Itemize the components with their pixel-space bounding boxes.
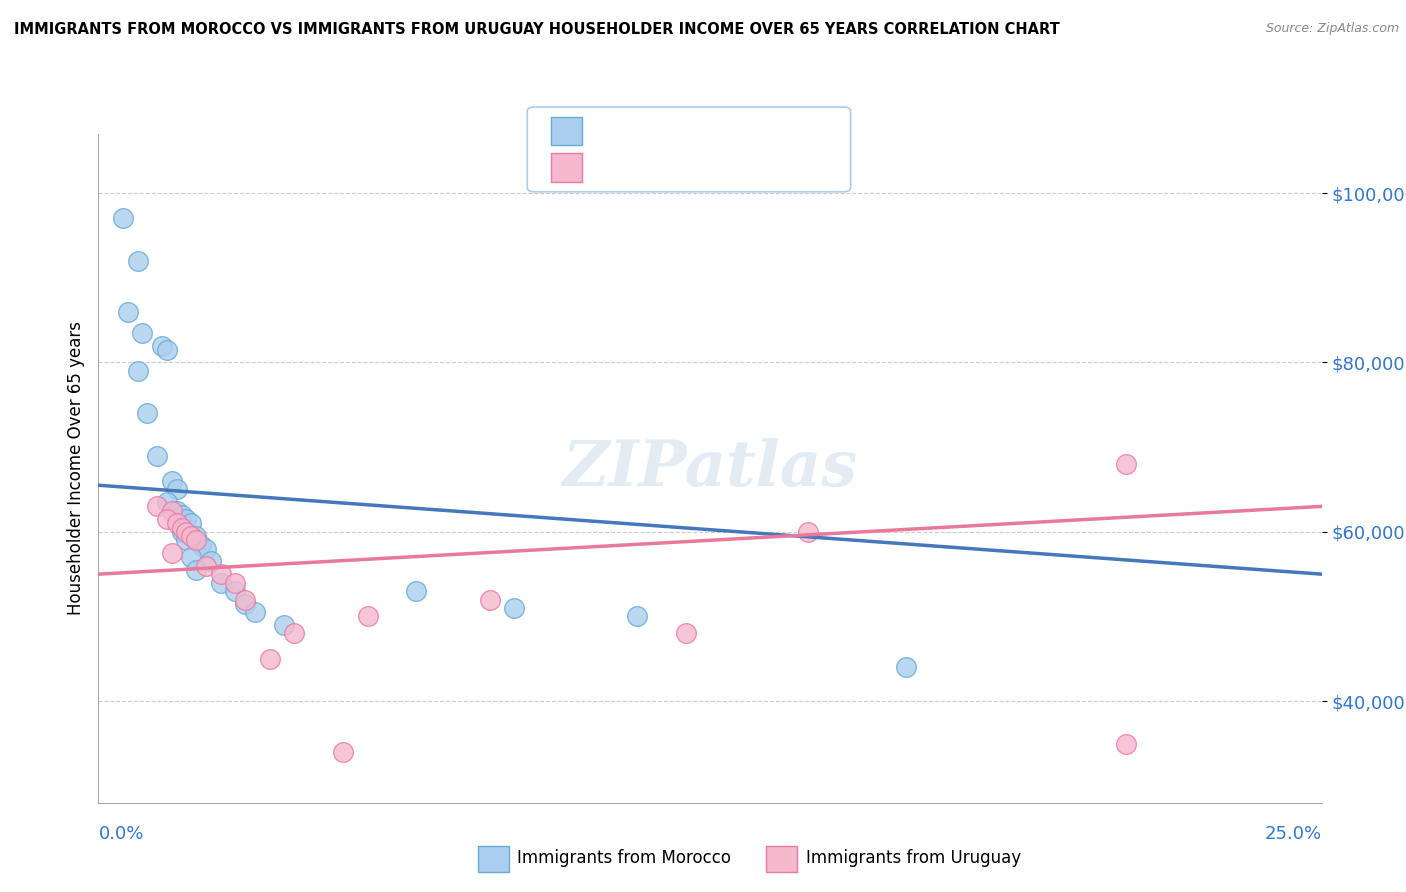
Point: [170, 524, 193, 539]
Point: [186, 533, 208, 548]
Point: [131, 326, 153, 340]
Point: [233, 597, 256, 611]
Point: [195, 558, 218, 573]
Point: [170, 508, 193, 522]
Text: N =: N =: [692, 122, 728, 140]
Text: Immigrants from Morocco: Immigrants from Morocco: [517, 849, 731, 867]
Point: [111, 211, 134, 226]
Point: [136, 406, 159, 420]
Point: [176, 533, 198, 548]
Text: N =: N =: [692, 159, 728, 177]
Point: [243, 605, 266, 619]
Point: [180, 516, 202, 531]
Point: [405, 584, 427, 599]
Point: [160, 546, 183, 560]
Text: 33: 33: [728, 122, 752, 140]
Point: [224, 575, 246, 590]
Point: [675, 626, 697, 640]
Point: [209, 575, 232, 590]
Point: [156, 495, 179, 509]
Point: [176, 524, 198, 539]
Text: Source: ZipAtlas.com: Source: ZipAtlas.com: [1265, 22, 1399, 36]
Point: [166, 503, 188, 517]
Point: [150, 338, 173, 352]
Point: [503, 601, 526, 615]
Text: 0.0%: 0.0%: [98, 825, 143, 843]
Y-axis label: Householder Income Over 65 years: Householder Income Over 65 years: [66, 321, 84, 615]
Text: 16: 16: [728, 159, 751, 177]
Point: [224, 584, 246, 599]
Point: [356, 609, 378, 624]
Point: [117, 304, 139, 318]
Text: IMMIGRANTS FROM MOROCCO VS IMMIGRANTS FROM URUGUAY HOUSEHOLDER INCOME OVER 65 YE: IMMIGRANTS FROM MOROCCO VS IMMIGRANTS FR…: [14, 22, 1060, 37]
Point: [190, 537, 212, 551]
Point: [797, 524, 820, 539]
Point: [127, 253, 149, 268]
Point: [180, 550, 202, 565]
Point: [259, 652, 281, 666]
Point: [200, 554, 222, 568]
Point: [156, 343, 179, 357]
Point: [195, 541, 218, 556]
Point: [160, 474, 183, 488]
Point: [273, 618, 295, 632]
Point: [332, 745, 354, 759]
Point: [166, 516, 188, 531]
Text: -0.109: -0.109: [636, 122, 695, 140]
Point: [233, 592, 256, 607]
Point: [283, 626, 305, 640]
Point: [478, 592, 501, 607]
Text: 25.0%: 25.0%: [1264, 825, 1322, 843]
Point: [156, 512, 179, 526]
Text: R =: R =: [596, 122, 633, 140]
Point: [166, 483, 188, 497]
Point: [1115, 457, 1137, 471]
Point: [127, 364, 149, 378]
Point: [626, 609, 648, 624]
Text: Immigrants from Uruguay: Immigrants from Uruguay: [806, 849, 1021, 867]
Point: [209, 567, 232, 582]
Point: [146, 500, 169, 514]
Text: ZIPatlas: ZIPatlas: [562, 438, 858, 499]
Point: [186, 529, 208, 543]
Point: [894, 660, 917, 674]
Point: [176, 512, 198, 526]
Point: [1115, 737, 1137, 751]
Text: 0.149: 0.149: [636, 159, 688, 177]
Point: [180, 529, 202, 543]
Point: [170, 520, 193, 534]
Point: [186, 563, 208, 577]
Point: [160, 503, 183, 517]
Text: R =: R =: [596, 159, 633, 177]
Point: [146, 449, 169, 463]
